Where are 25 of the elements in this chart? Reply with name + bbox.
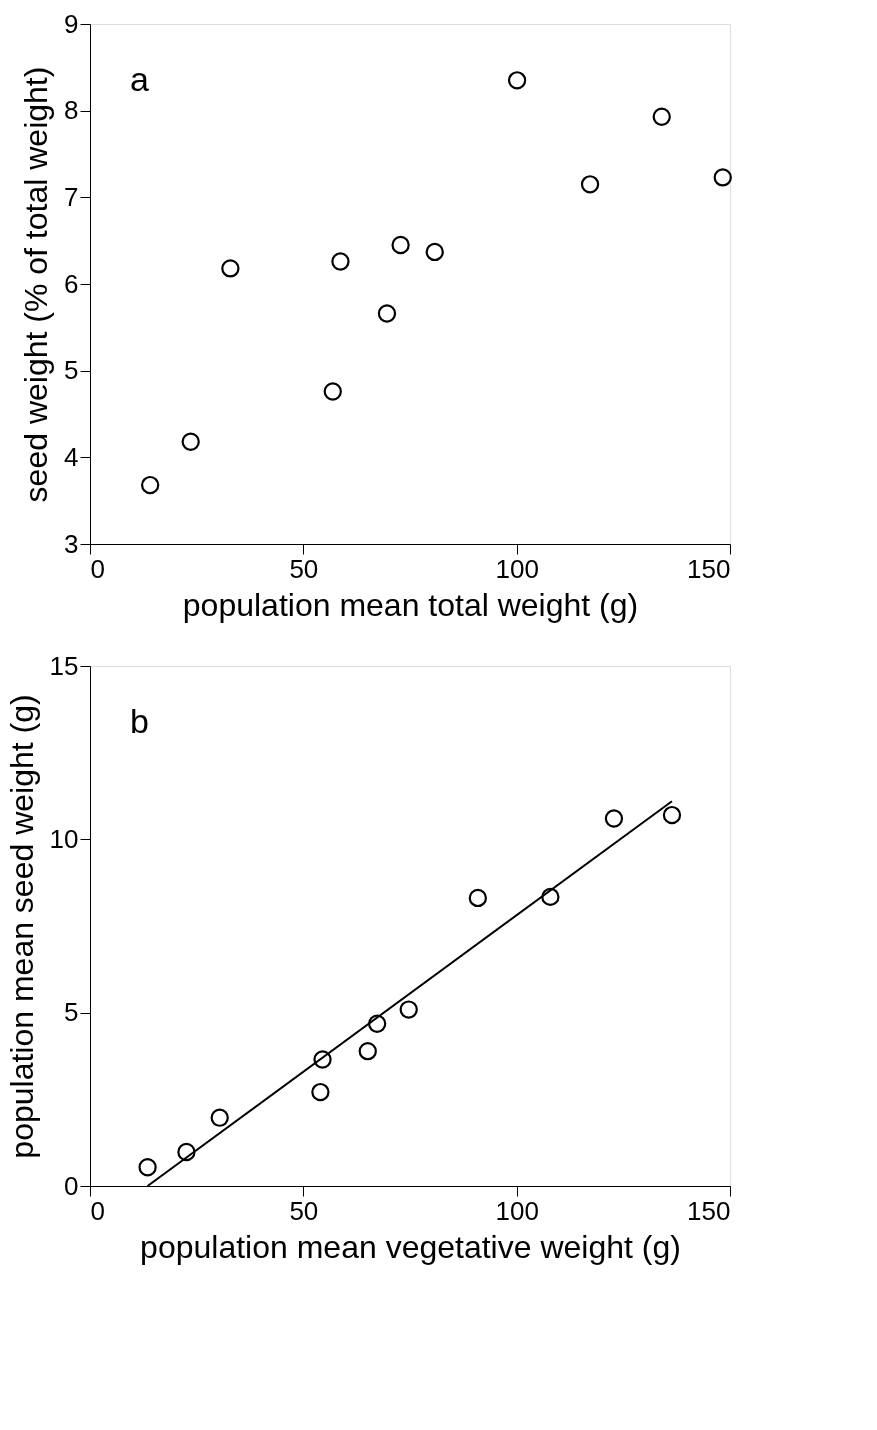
- x-tick-label: 0: [90, 1195, 105, 1226]
- y-tick-label: 7: [64, 181, 79, 212]
- y-tick-label: 8: [64, 95, 79, 126]
- x-tick-label: 150: [687, 1195, 731, 1226]
- y-axis-title: population mean seed weight (g): [3, 694, 40, 1159]
- x-axis-title: population mean total weight (g): [182, 586, 639, 623]
- y-tick-label: 4: [64, 441, 79, 472]
- x-tick-label: 100: [495, 553, 539, 584]
- x-tick-label: 50: [289, 553, 319, 584]
- y-tick-label: 10: [49, 823, 79, 854]
- x-tick-label: 150: [687, 553, 731, 584]
- y-tick-label: 6: [64, 268, 79, 299]
- x-tick-label: 100: [495, 1195, 539, 1226]
- annotation: a: [130, 60, 149, 98]
- y-tick-label: 9: [64, 8, 79, 39]
- annotation: b: [130, 702, 149, 740]
- y-tick-label: 15: [49, 650, 79, 681]
- y-tick-label: 0: [64, 1170, 79, 1201]
- y-tick-label: 3: [64, 528, 79, 559]
- y-axis-title: seed weight (% of total weight): [18, 66, 55, 503]
- y-tick-label: 5: [64, 355, 79, 386]
- x-tick-label: 0: [90, 553, 105, 584]
- x-tick-label: 50: [289, 1195, 319, 1226]
- y-tick-label: 5: [64, 997, 79, 1028]
- x-axis-title: population mean vegetative weight (g): [140, 1228, 681, 1265]
